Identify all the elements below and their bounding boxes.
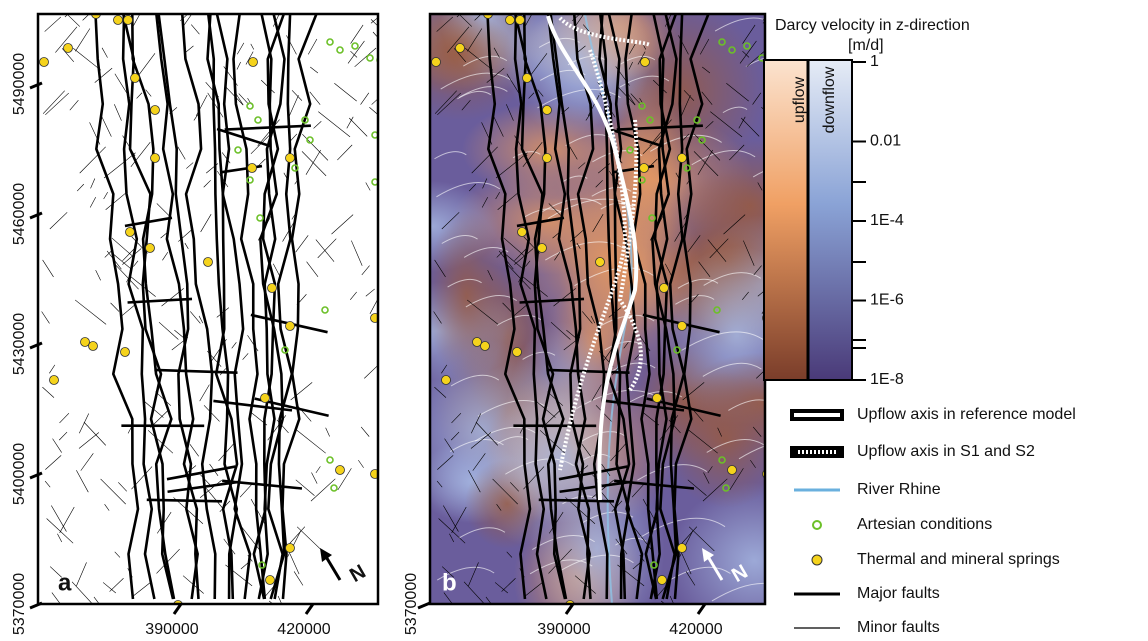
spring [456, 44, 465, 53]
spring [64, 44, 73, 53]
downflow-label: downflow [821, 66, 838, 133]
minor-fault [353, 0, 378, 14]
y-tick-label: 5370000 [11, 573, 28, 635]
x-tick-label: 420000 [277, 621, 330, 638]
x-tick-label: 390000 [537, 621, 590, 638]
spring [728, 466, 737, 475]
velocity-patch [400, 13, 516, 97]
legend-label: River Rhine [857, 481, 941, 498]
legend-label: Minor faults [857, 619, 940, 636]
spring [640, 164, 649, 173]
spring [126, 228, 135, 237]
legend: Upflow axis in reference model Upflow axi… [790, 406, 1076, 636]
spring [442, 376, 451, 385]
x-tick-label: 390000 [145, 621, 198, 638]
spring [513, 348, 522, 357]
colorbar-tick-label: 1E-6 [870, 292, 904, 309]
spring [89, 342, 98, 351]
major-fault [147, 500, 222, 501]
spring [518, 228, 527, 237]
legend-label: Upflow axis in reference model [857, 406, 1076, 423]
spring [543, 106, 552, 115]
spring [151, 106, 160, 115]
spring [121, 348, 130, 357]
y-tick-label: 5370000 [403, 573, 420, 635]
spring [268, 284, 277, 293]
spring [678, 154, 687, 163]
spring [204, 258, 213, 267]
y-tick-label: 5460000 [11, 183, 28, 245]
spring [432, 58, 441, 67]
spring [653, 394, 662, 403]
legend-label: Upflow axis in S1 and S2 [857, 443, 1035, 460]
spring [538, 244, 547, 253]
spring [596, 258, 605, 267]
legend-label: Artesian conditions [857, 516, 992, 533]
legend-label: Major faults [857, 585, 940, 602]
colorbar-tick-label: 0.01 [870, 133, 901, 150]
spring [286, 544, 295, 553]
spring [40, 58, 49, 67]
spring [114, 16, 123, 25]
legend-swatch [812, 555, 822, 565]
spring [658, 576, 667, 585]
spring [261, 394, 270, 403]
x-tick [698, 604, 705, 614]
upflow-label: upflow [791, 76, 808, 123]
spring [151, 154, 160, 163]
figure: a b N N Darcy velocity in z-direction [m… [0, 0, 1148, 641]
colorbar-unit: [m/d] [848, 37, 884, 54]
x-tick [174, 604, 181, 614]
spring [266, 576, 275, 585]
spring [481, 342, 490, 351]
spring [124, 16, 133, 25]
colorbar-tick-label: 1 [870, 53, 879, 70]
spring [516, 16, 525, 25]
minor-fault [745, 0, 770, 14]
streamline [461, 2, 516, 14]
spring [523, 74, 532, 83]
spring [678, 322, 687, 331]
minor-fault [765, 32, 785, 55]
colorbar-tick-label: 1E-4 [870, 212, 904, 229]
colorbar-title: Darcy velocity in z-direction [775, 17, 970, 34]
spring [660, 284, 669, 293]
x-tick-label: 420000 [669, 621, 722, 638]
spring [641, 58, 650, 67]
spring [81, 338, 90, 347]
y-tick-label: 5490000 [11, 53, 28, 115]
x-tick [306, 604, 313, 614]
legend-label: Thermal and mineral springs [857, 551, 1060, 568]
spring [286, 154, 295, 163]
spring [506, 16, 515, 25]
spring [473, 338, 482, 347]
spring [249, 58, 258, 67]
spring [131, 74, 140, 83]
major-fault [539, 500, 614, 501]
panel-label: a [58, 569, 72, 596]
x-tick [566, 604, 573, 614]
spring [543, 154, 552, 163]
legend-swatch [813, 521, 821, 529]
spring [146, 244, 155, 253]
panel-label: b [442, 569, 457, 596]
spring [336, 466, 345, 475]
spring [248, 164, 257, 173]
colorbar-tick-label: 1E-8 [870, 371, 904, 388]
spring [678, 544, 687, 553]
y-tick-label: 5400000 [11, 443, 28, 505]
y-tick [30, 603, 42, 608]
spring [286, 322, 295, 331]
y-tick-label: 5430000 [11, 313, 28, 375]
spring [50, 376, 59, 385]
